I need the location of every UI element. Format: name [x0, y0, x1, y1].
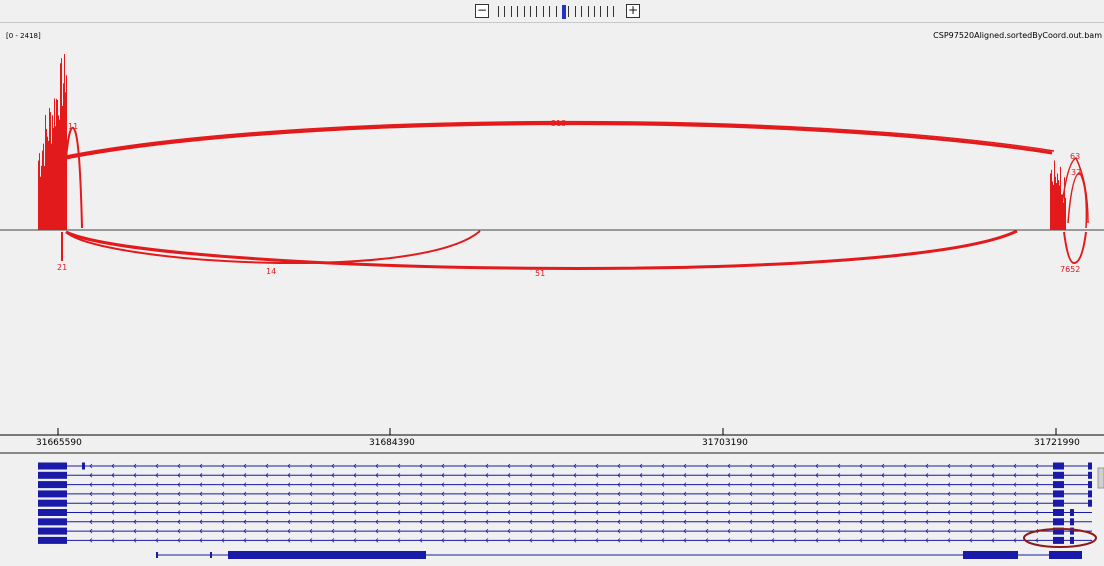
zoom-control: − +: [474, 4, 642, 20]
ruler-label-4: 31721990: [1034, 438, 1080, 448]
transcript-row[interactable]: [38, 499, 1092, 507]
junction-label-11: 11: [68, 122, 78, 131]
highlight-ellipse: [1023, 528, 1097, 548]
zoom-tick[interactable]: [536, 6, 538, 17]
gene-annotation-panel: [0, 452, 1104, 566]
zoom-tick[interactable]: [510, 6, 512, 17]
alignment-track-panel: [0 - 2418] CSP97520Aligned.sortedByCoord…: [0, 22, 1104, 451]
transcript-extra[interactable]: [156, 551, 1082, 559]
zoom-slider[interactable]: [494, 5, 622, 19]
transcript-row[interactable]: [38, 509, 1092, 516]
junction-label-32: 32: [1071, 168, 1081, 177]
ruler-label-1: 31665590: [36, 438, 82, 448]
zoom-tick[interactable]: [542, 6, 544, 17]
transcript-row[interactable]: [38, 481, 1092, 489]
zoom-tick[interactable]: [587, 6, 589, 17]
transcript-list: [38, 462, 1092, 544]
zoom-tick[interactable]: [517, 6, 519, 17]
zoom-tick[interactable]: [594, 6, 595, 17]
junction-arc-313[interactable]: [65, 122, 1053, 160]
ruler-label-3: 31703190: [702, 438, 748, 448]
zoom-tick[interactable]: [523, 6, 525, 17]
gene-track: [38, 462, 1104, 559]
data-range-label: [0 - 2418]: [6, 32, 41, 40]
junction-label-7652: 7652: [1060, 265, 1080, 274]
zoom-tick[interactable]: [549, 6, 551, 17]
zoom-tick[interactable]: [568, 6, 570, 17]
coverage-left: [38, 54, 67, 230]
junction-arc-14[interactable]: [65, 230, 481, 265]
zoom-tick[interactable]: [606, 6, 608, 17]
zoom-tick[interactable]: [555, 6, 557, 17]
junction-label-63: 63: [1070, 152, 1080, 161]
zoom-tick[interactable]: [530, 6, 531, 17]
zoom-tick[interactable]: [581, 6, 583, 17]
coverage-right: [1050, 160, 1066, 230]
transcript-row[interactable]: [38, 471, 1092, 479]
junction-arc-32[interactable]: [1067, 172, 1088, 229]
zoom-tick[interactable]: [504, 6, 506, 17]
junction-label-313: 313: [551, 119, 566, 128]
zoom-tick[interactable]: [613, 6, 615, 17]
track-name-label[interactable]: CSP97520Aligned.sortedByCoord.out.bam: [933, 31, 1102, 40]
transcript-row[interactable]: [38, 462, 1092, 470]
zoom-tick[interactable]: [574, 6, 576, 17]
scrollbar-thumb[interactable]: [1097, 467, 1104, 489]
zoom-out-button[interactable]: −: [475, 3, 489, 18]
transcript-row[interactable]: [38, 536, 1092, 544]
zoom-tick[interactable]: [498, 6, 499, 17]
junction-arc-63[interactable]: [1059, 156, 1089, 224]
transcript-row[interactable]: [38, 527, 1092, 535]
sashimi-plot: 11 313 63 32 21 14 51 7652 31665590 3168…: [0, 54, 1104, 448]
transcript-row[interactable]: [38, 490, 1092, 498]
junction-label-14: 14: [266, 267, 276, 276]
zoom-in-button[interactable]: +: [626, 3, 640, 18]
junction-arc-51[interactable]: [65, 229, 1018, 270]
junction-arc-7652[interactable]: [1063, 231, 1087, 265]
junction-label-51: 51: [535, 269, 545, 278]
ruler-label-2: 31684390: [369, 438, 415, 448]
zoom-tick[interactable]: [600, 6, 602, 17]
junction-label-21: 21: [57, 263, 67, 272]
junction-arc-11[interactable]: [65, 126, 83, 229]
junction-arc-313b[interactable]: [65, 120, 1055, 157]
zoom-slider-thumb[interactable]: [562, 5, 566, 19]
transcript-row[interactable]: [38, 518, 1092, 526]
